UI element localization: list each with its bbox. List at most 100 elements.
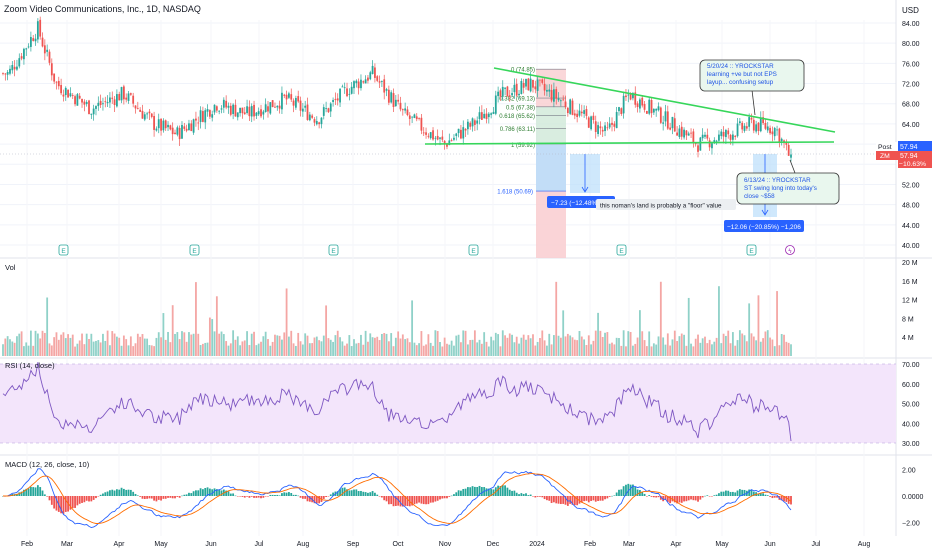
candle-body (564, 101, 567, 108)
candle-body (218, 110, 221, 112)
candle-body (729, 134, 732, 140)
macd-histogram-bar (513, 490, 516, 496)
candle-body (499, 90, 502, 97)
macd-histogram-bar (18, 492, 21, 496)
macd-tick-label: 0.0000 (902, 494, 924, 501)
candle-body (434, 137, 437, 139)
candle-body (176, 127, 179, 135)
note-6-13-24[interactable]: 6/13/24 :: YROCKSTAR ST swing long into … (736, 159, 840, 205)
macd-histogram-bar (362, 491, 365, 496)
candle-body (350, 86, 353, 94)
macd-histogram-bar (420, 496, 423, 504)
candle-body (318, 122, 321, 125)
candle-body (583, 110, 586, 114)
volume-bar (71, 334, 74, 356)
macd-histogram-bar (92, 496, 95, 500)
candle-body (455, 133, 458, 137)
candle-body (604, 125, 606, 132)
descending-trendline[interactable] (493, 67, 836, 133)
candle-body (16, 66, 18, 70)
volume-bar (639, 310, 641, 356)
volume-bar (655, 344, 658, 356)
candle-body (620, 108, 623, 114)
candle-body (181, 124, 183, 139)
macd-histogram-bar (571, 496, 574, 505)
candle-body (513, 84, 516, 93)
volume-bar (109, 345, 111, 356)
volume-bar (55, 332, 58, 356)
volume-bar (234, 339, 237, 356)
macd-histogram-bar (462, 489, 465, 496)
macd-histogram-bar (325, 496, 328, 498)
macd-histogram-bar (536, 496, 539, 497)
candle-body (301, 108, 304, 112)
volume-bar (290, 330, 293, 356)
candle-body (357, 81, 360, 89)
macd-histogram-bar (141, 496, 144, 499)
macd-histogram-bar (692, 496, 695, 501)
support-trendline[interactable] (424, 141, 835, 145)
macd-histogram-bar (773, 496, 776, 498)
macd-histogram-bar (39, 487, 42, 496)
volume-bar (669, 345, 672, 356)
candle-body (734, 135, 737, 137)
price-tick-label: 76.00 (902, 61, 920, 68)
candle-body (353, 81, 355, 89)
note-5-20-24[interactable]: 5/20/24 :: YROCKSTAR learning +ve but no… (699, 59, 805, 116)
candle-body (39, 19, 42, 37)
volume-bar (450, 340, 453, 356)
macd-histogram-bar (453, 494, 455, 496)
candle-body (780, 138, 783, 142)
fib-retracement[interactable]: 0 (74.85) 0.382 (69.13) 0.5 (67.38) 0.618 (… (497, 68, 566, 258)
volume-bar (557, 335, 560, 356)
candle-body (487, 113, 490, 118)
candle-body (232, 104, 235, 114)
volume-bar (178, 339, 181, 356)
time-axis[interactable]: Feb Mar Apr May Jun Jul Aug Sep Oct Nov Dec 2024 Feb… (21, 541, 870, 548)
macd-histogram-bar (397, 496, 400, 506)
floor-note[interactable]: this noman's land is probably a "floor" … (596, 199, 736, 210)
candle-body (432, 130, 434, 140)
right-price-axis[interactable]: 84.0080.0076.0072.0068.0064.0060.0056.00… (902, 21, 924, 528)
candle-body (573, 113, 576, 116)
volume-bar (332, 341, 334, 356)
volume-bar (48, 343, 51, 356)
macd-histogram-bar (32, 487, 35, 496)
macd-histogram-bar (590, 496, 592, 501)
volume-bar (590, 344, 592, 356)
candle-body (67, 89, 69, 98)
candle-body (748, 117, 751, 127)
volume-bar (4, 338, 7, 356)
macd-histogram-bar (288, 492, 290, 496)
macd-histogram-bar (564, 496, 567, 505)
macd-histogram-bar (599, 496, 602, 501)
macd-histogram-bar (118, 489, 121, 496)
macd-histogram-bar (527, 495, 530, 496)
macd-histogram-bar (25, 488, 28, 496)
candle-body (473, 120, 476, 125)
volume-bar (371, 337, 374, 356)
candle-body (336, 98, 339, 101)
macd-histogram-bar (634, 487, 637, 496)
macd-histogram-bar (190, 493, 193, 496)
price-tick-label: 64.00 (902, 122, 920, 129)
macd-histogram-bar (385, 496, 388, 502)
candle-body (706, 134, 709, 139)
earnings-marker-label: E (749, 248, 754, 255)
candle-body (418, 118, 420, 119)
macd-histogram-bar (315, 496, 318, 504)
volume-bar (752, 336, 755, 356)
volume-bar (757, 295, 760, 356)
macd-tick-label: −2.00 (902, 521, 920, 528)
earnings-marker (58, 244, 69, 256)
volume-bar (743, 335, 746, 356)
candle-body (490, 113, 493, 115)
candle-body (394, 99, 397, 107)
macd-histogram-bar (294, 494, 297, 496)
macd-histogram-bar (329, 494, 332, 496)
candle-body (62, 94, 65, 97)
candle-body (367, 77, 369, 81)
volume-bar (711, 344, 713, 356)
macd-histogram-bar (239, 496, 241, 497)
